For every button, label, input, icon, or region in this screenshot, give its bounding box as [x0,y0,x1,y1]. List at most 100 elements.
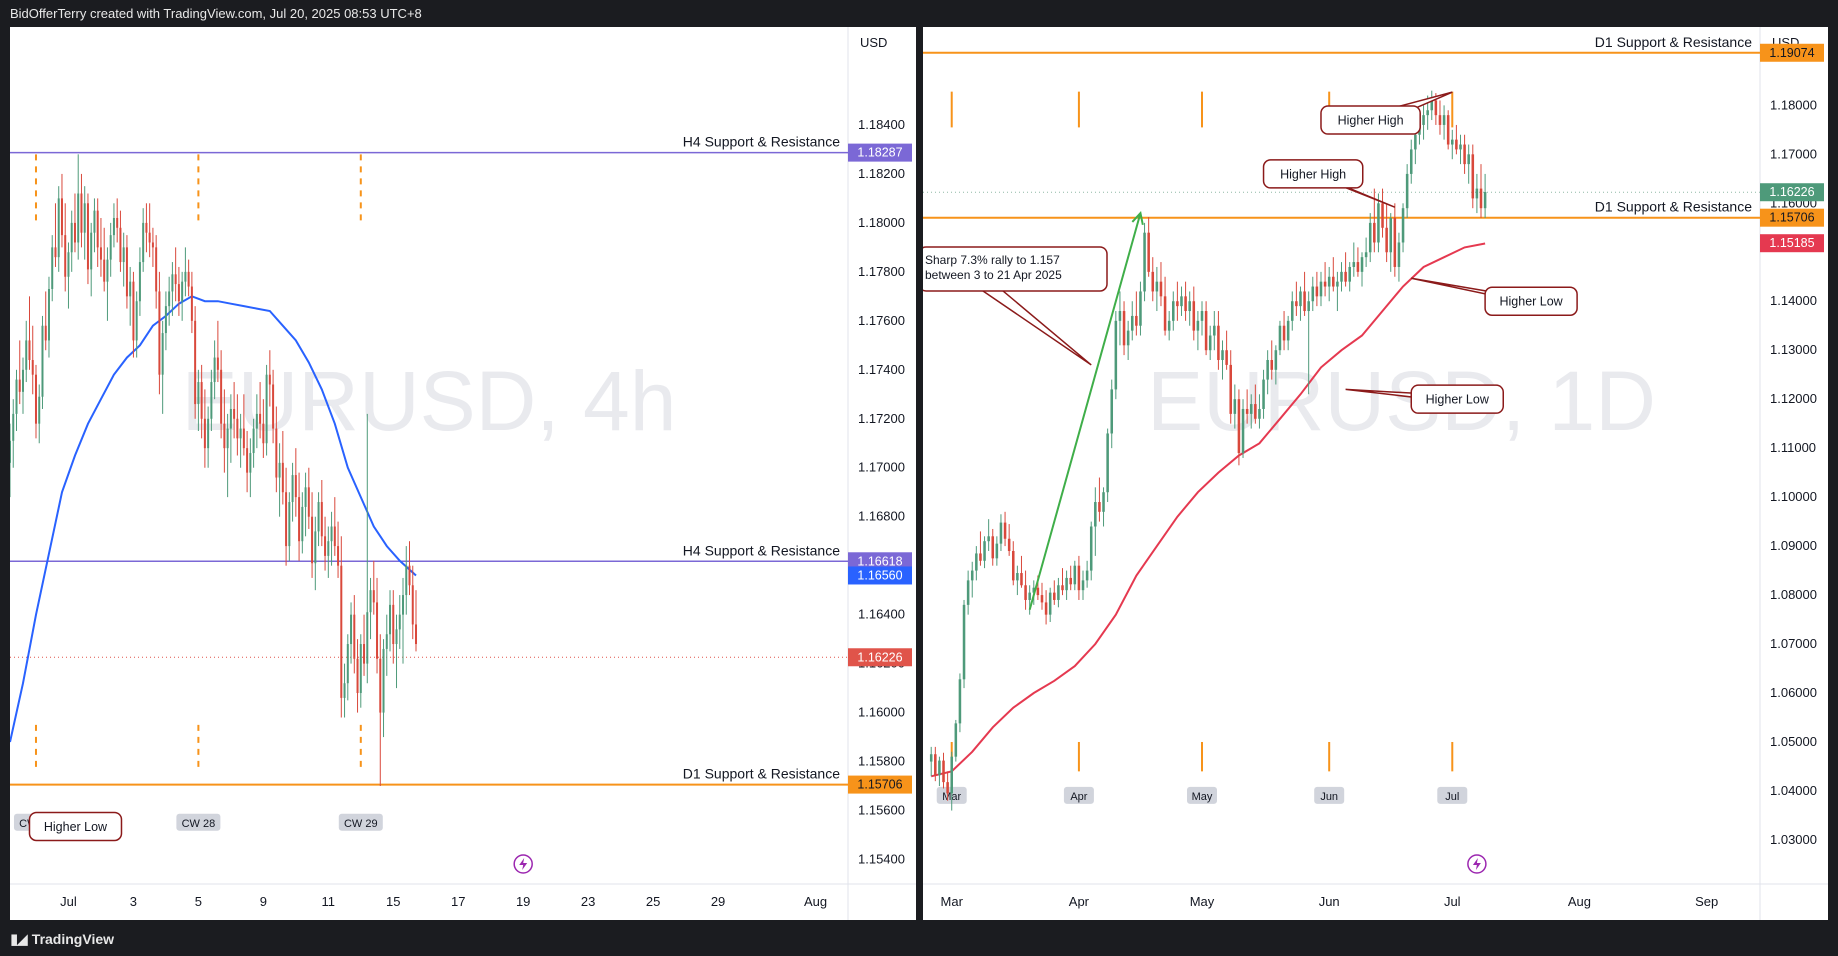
d1-callout-text: Higher Low [1426,393,1490,407]
h4-candle-body [47,288,50,341]
h4-candle-body [51,247,54,289]
d1-candle-body [1102,492,1105,512]
d1-candle-body [1122,311,1126,346]
d1-candle-body [1147,232,1150,272]
tradingview-logo-icon: ▮◢ [10,931,28,948]
h4-candle-body [233,408,236,419]
d1-candle-body [1299,291,1302,307]
d1-candle-body [1229,364,1232,414]
h4-candle-body [333,526,336,547]
d1-candle-body [1155,281,1159,292]
h4-candle-body [239,428,242,439]
d1-candle-body [1065,577,1068,591]
h4-candle-body [177,284,180,302]
d1-candle-body [1011,550,1015,581]
h4-candle-body [187,271,190,287]
h4-candle-body [122,247,125,263]
chart-credit: BidOfferTerry created with TradingView.c… [10,6,422,21]
d1-callout-text: Higher High [1338,114,1404,128]
h4-candle-body [80,193,83,233]
h4-candle-body [294,475,297,498]
h4-candle-body [262,423,265,444]
d1-candle-body [934,754,937,776]
h4-lightning-glyph [519,858,528,870]
d1-candle-body [1303,291,1306,312]
d1-candle-body [1053,592,1056,600]
d1-candle-body [1483,192,1487,209]
d1-y-tick-label: 1.13000 [1770,342,1817,357]
d1-candle-body [1307,301,1310,312]
h4-candle-body [73,222,76,243]
d1-price-badge-bg [1760,234,1824,253]
d1-candle-body [1028,592,1031,600]
d1-sr-badge: 1.15706 [1769,211,1814,225]
h4-candle-body [213,357,216,383]
h4-candle-body [10,440,11,463]
d1-chart-panel[interactable]: EURUSD, 1D USD 1.18000 1.17000 1.16000 1.1400… [923,27,1828,920]
h4-candle-body [411,585,414,625]
h4-candle-body [164,306,167,334]
d1-candle-body [1479,188,1483,209]
d1-candle-body [966,580,970,605]
d1-candle-body [1344,271,1347,282]
h4-candle-body [226,428,229,449]
d1-candle-body [1110,389,1114,434]
h4-candle-body [337,546,340,566]
h4-candle-body [236,418,239,439]
h4-y-tick-label: 1.16800 [858,509,905,524]
d1-x-tick-label: Jun [1319,894,1340,909]
h4-candle-body [369,590,372,613]
d1-candle-body [1016,573,1019,581]
d1-candle-body [1385,227,1388,253]
d1-candle-body [1409,149,1413,174]
d1-candle-body [987,536,990,542]
h4-chart[interactable]: EURUSD, 4h USD 1.18400 1.18200 1.18000 1.1780… [10,27,916,920]
d1-candle-body [1225,350,1228,365]
h4-candle-body [197,382,200,405]
d1-candle-body [1295,301,1298,307]
d1-candle-body [1057,585,1060,600]
h4-candle-body [285,492,288,547]
h4-week-label: CW 28 [182,818,216,830]
d1-candle-body [1377,203,1380,243]
h4-candle-body [70,222,73,253]
h4-candle-body [54,247,57,258]
h4-sr-badge-bg [848,775,912,794]
h4-candle-body [311,516,314,564]
h4-candle-body [291,475,294,503]
h4-candle-body [317,502,320,532]
h4-candle-body [265,374,268,444]
d1-candle-body [1163,296,1167,331]
d1-lightning-glyph [1472,858,1481,870]
h4-chart-panel[interactable]: EURUSD, 4h USD 1.18400 1.18200 1.18000 1.1780… [10,27,916,920]
d1-candle-body [1036,587,1040,596]
h4-sr-label: D1 Support & Resistance [683,766,840,782]
h4-candle-body [145,222,148,233]
d1-callout-box [1484,286,1578,316]
d1-chart[interactable]: EURUSD, 1DUSD1.180001.170001.160001.1400… [923,27,1828,920]
h4-candle-body [171,274,174,292]
d1-month-label: Jul [1445,791,1459,803]
d1-candle-body [946,782,949,794]
h4-candle-body [301,506,304,542]
d1-candle-body [1434,100,1438,116]
d1-candle-body [1373,222,1376,243]
h4-x-tick-label: Aug [804,894,827,909]
d1-candle-body [1270,360,1274,370]
h4-candle-body [314,531,317,564]
h4-candle-body [340,565,343,698]
d1-candle-body [1368,222,1372,253]
d1-candle-body [1204,311,1208,351]
d1-candle-body [1040,595,1044,603]
d1-candle-body [979,553,982,561]
d1-candle-body [1180,296,1183,307]
h4-candle-body [353,614,356,659]
h4-week-label-bg [176,813,221,831]
d1-candle-body [983,541,986,561]
h4-candle-body [96,210,99,248]
d1-candle-body [995,543,999,559]
h4-candle-body [142,222,145,263]
h4-candle-body [200,382,203,419]
d1-month-label: May [1192,791,1213,803]
h4-candle-body [343,683,346,698]
